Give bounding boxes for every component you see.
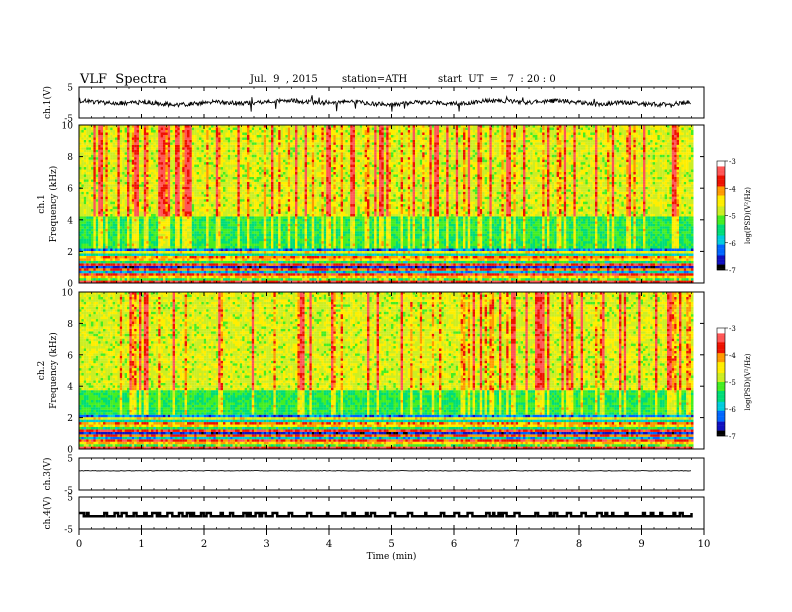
colorbar-tick-label: -6: [729, 406, 736, 414]
colorbar-tick-label: -4: [729, 185, 736, 193]
frequency-tick-label: 8: [67, 320, 73, 330]
waveform-frame: [79, 458, 704, 490]
frequency-tick-label: 2: [67, 414, 73, 424]
colorbar-tick-label: -7: [729, 433, 736, 441]
time-tick-label: 4: [326, 539, 332, 550]
frequency-tick-label: 8: [67, 153, 73, 163]
y-axis-label: Frequency (kHz): [48, 332, 59, 409]
waveform-trace: [79, 513, 692, 516]
time-tick-label: 9: [638, 539, 644, 550]
colorbar-tick-label: -3: [729, 325, 736, 333]
y-tick-label: -5: [64, 526, 73, 536]
y-axis-label: ch.3(V): [42, 458, 53, 491]
colorbar-tick-label: -5: [729, 379, 736, 387]
y-tick-label: 5: [67, 455, 73, 465]
frequency-tick-label: 10: [62, 122, 74, 132]
vlf-spectra-figure: 5-5ch.1(V)0246810ch.1 Frequency (kHz)-3-4…: [0, 0, 792, 612]
frequency-tick-label: 6: [67, 351, 73, 361]
time-tick-label: 10: [698, 539, 711, 550]
y-axis-label: ch.1(V): [42, 86, 53, 119]
time-tick-label: 2: [201, 539, 207, 550]
spectrogram-image: [79, 292, 694, 449]
waveform-trace: [79, 95, 691, 111]
y-axis-label: Frequency (kHz): [48, 166, 59, 243]
spectrogram-image: [79, 125, 694, 283]
x-axis-label: Time (min): [367, 551, 417, 562]
colorbar: -3 -4 -5 -6 -7 log(PSD)(V²/Hz): [717, 158, 752, 275]
colorbar-label: log(PSD)(V²/Hz): [744, 353, 752, 410]
time-tick-label: 8: [576, 539, 582, 550]
colorbar-tick-label: -5: [729, 213, 736, 221]
colorbar-tick-label: -6: [729, 240, 736, 248]
colorbar-tick-label: -4: [729, 352, 736, 360]
time-tick-label: 0: [76, 539, 82, 550]
colorbar: -3 -4 -5 -6 -7 log(PSD)(V²/Hz): [717, 325, 752, 441]
time-axis: 0 1 2 3 4 5 6 7 8 9 10 Time (min): [76, 529, 711, 562]
frequency-tick-label: 6: [67, 185, 73, 195]
channel-label: ch.2: [37, 361, 47, 380]
colorbar-tick-label: -3: [729, 158, 736, 166]
time-tick-label: 5: [388, 539, 394, 550]
frequency-tick-label: 2: [67, 248, 73, 258]
y-axis-label: ch.4(V): [42, 497, 53, 530]
y-tick-label: 5: [67, 84, 73, 94]
channel-label: ch.1: [37, 194, 47, 213]
frequency-tick-label: 10: [62, 289, 74, 299]
time-tick-label: 3: [263, 539, 269, 550]
frequency-tick-label: 4: [67, 216, 73, 226]
colorbar-label: log(PSD)(V²/Hz): [744, 187, 752, 244]
time-tick-label: 1: [138, 539, 144, 550]
y-tick-label: 5: [67, 494, 73, 504]
frequency-tick-label: 4: [67, 383, 73, 393]
time-tick-label: 6: [451, 539, 457, 550]
time-tick-label: 7: [513, 539, 519, 550]
colorbar-tick-label: -7: [729, 267, 736, 275]
